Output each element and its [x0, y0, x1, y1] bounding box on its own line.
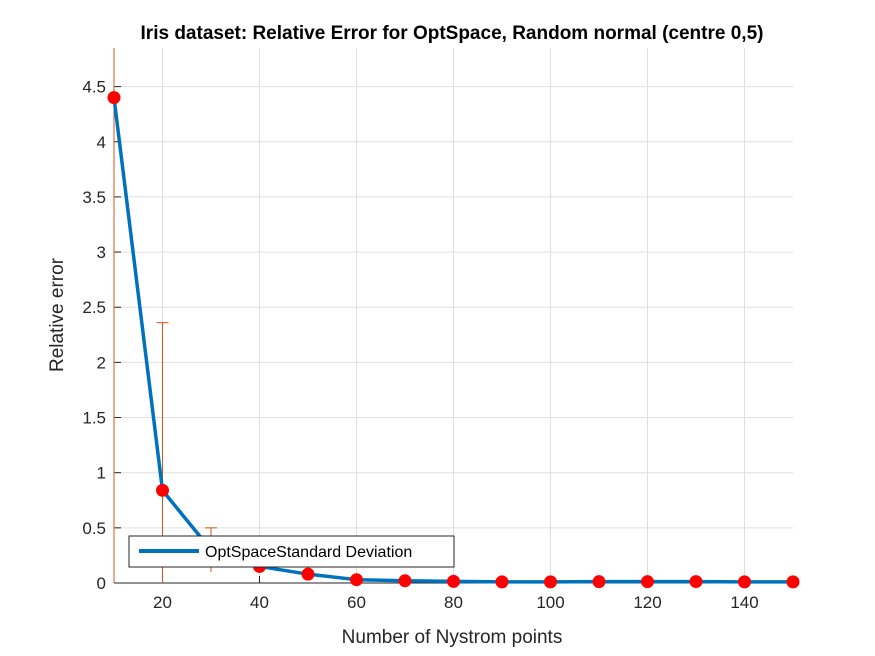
legend-entry: OptSpaceStandard Deviation — [205, 544, 412, 561]
y-tick-label: 2.5 — [82, 298, 106, 317]
x-tick-label: 20 — [153, 593, 172, 612]
legend: OptSpaceStandard Deviation — [128, 535, 455, 568]
data-point — [495, 575, 509, 589]
y-tick-label: 0 — [97, 574, 106, 593]
data-point — [544, 575, 557, 589]
y-axis-label: Relative error — [47, 257, 68, 372]
x-axis-ticks: 20 40 60 80 100 120 140 — [153, 576, 759, 612]
data-point — [350, 573, 363, 587]
data-point — [592, 575, 606, 589]
x-tick-label: 60 — [347, 593, 366, 612]
x-axis-label: Number of Nystrom points — [342, 627, 563, 648]
y-tick-label: 1.5 — [82, 409, 106, 428]
y-tick-label: 4.5 — [82, 78, 106, 97]
x-tick-label: 40 — [250, 593, 269, 612]
data-point — [156, 483, 169, 497]
data-point — [689, 575, 703, 589]
y-tick-label: 3 — [97, 243, 106, 262]
data-point — [107, 91, 121, 105]
y-tick-label: 1 — [97, 464, 106, 483]
x-tick-label: 140 — [730, 593, 758, 612]
y-tick-label: 2 — [97, 353, 106, 372]
data-point — [738, 575, 751, 589]
chart-title: Iris dataset: Relative Error for OptSpac… — [141, 23, 764, 44]
y-axis-ticks: 0 0.5 1 1.5 2 2.5 3 3.5 4 4.5 — [82, 78, 121, 593]
x-tick-label: 80 — [444, 593, 463, 612]
data-point — [398, 574, 412, 588]
data-point — [786, 575, 800, 589]
y-tick-label: 4 — [97, 133, 106, 152]
x-tick-label: 100 — [536, 593, 564, 612]
data-point — [641, 575, 654, 589]
data-point — [301, 567, 315, 581]
y-tick-label: 0.5 — [82, 519, 106, 538]
y-tick-label: 3.5 — [82, 188, 106, 207]
data-point — [447, 574, 460, 588]
x-tick-label: 120 — [633, 593, 661, 612]
